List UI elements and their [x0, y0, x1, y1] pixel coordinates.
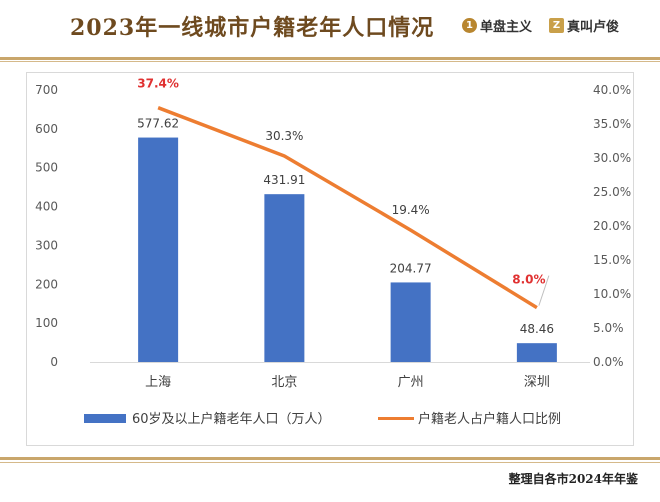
bar-data-label: 577.62	[137, 117, 179, 131]
category-labels: 上海 北京 广州 深圳	[145, 375, 550, 390]
brand-danpan: 1 单盘主义	[462, 16, 532, 35]
bar	[390, 282, 431, 362]
bar-data-label: 431.91	[263, 173, 305, 187]
legend-bar-swatch	[84, 414, 126, 423]
left-tick-label: 100	[35, 316, 58, 330]
danpan-logo-icon: 1	[462, 18, 477, 33]
bar-labels: 577.62 431.91 204.77 48.46	[137, 117, 554, 337]
footer-rule-thin	[0, 462, 660, 463]
brand-name: 真叫卢俊	[567, 20, 620, 35]
source-note: 整理自各市2024年年鉴	[508, 472, 638, 486]
label-leader-line	[538, 275, 550, 306]
ratio-line: 37.4% 30.3% 19.4% 8.0%	[137, 77, 550, 310]
bar	[516, 343, 557, 362]
title-bar: 2023年一线城市户籍老年人口情况 1 单盘主义 Z 真叫卢俊	[0, 0, 660, 58]
category-label: 深圳	[524, 375, 550, 390]
right-tick-label: 10.0%	[593, 287, 631, 301]
right-tick-label: 20.0%	[593, 219, 631, 233]
legend-line-label: 户籍老人占户籍人口比例	[418, 411, 561, 427]
category-label: 上海	[145, 375, 171, 390]
right-tick-label: 30.0%	[593, 151, 631, 165]
left-tick-label: 300	[35, 238, 58, 252]
right-tick-label: 40.0%	[593, 83, 631, 97]
category-label: 广州	[398, 375, 424, 390]
brand-zhenjiao: Z 真叫卢俊	[549, 16, 619, 35]
left-tick-label: 200	[35, 277, 58, 291]
bar-data-label: 48.46	[520, 322, 554, 336]
ratio-line-path	[157, 106, 538, 310]
right-tick-label: 35.0%	[593, 117, 631, 131]
left-tick-label: 0	[50, 355, 58, 369]
left-axis-ticks: 0 100 200 300 400 500 600 700	[35, 83, 58, 369]
right-tick-label: 5.0%	[593, 321, 624, 335]
right-tick-label: 0.0%	[593, 355, 624, 369]
legend-bar-label: 60岁及以上户籍老年人口（万人）	[132, 411, 331, 427]
footer-rule	[0, 457, 660, 460]
right-tick-label: 25.0%	[593, 185, 631, 199]
page-title: 2023年一线城市户籍老年人口情况	[70, 15, 435, 41]
chart-frame	[26, 72, 634, 446]
category-label: 北京	[271, 375, 297, 390]
left-tick-label: 500	[35, 161, 58, 175]
right-tick-label: 15.0%	[593, 253, 631, 267]
right-axis-ticks: 0.0% 5.0% 10.0% 15.0% 20.0% 25.0% 30.0% 35.0% 40…	[593, 83, 631, 369]
bar-data-label: 204.77	[390, 261, 432, 275]
bar	[138, 137, 179, 362]
left-tick-label: 400	[35, 200, 58, 214]
line-data-label: 8.0%	[512, 273, 545, 287]
left-tick-label: 600	[35, 122, 58, 136]
bar	[264, 194, 305, 362]
legend: 60岁及以上户籍老年人口（万人） 户籍老人占户籍人口比例	[84, 411, 561, 427]
line-data-label: 19.4%	[392, 203, 430, 217]
line-data-label: 37.4%	[137, 77, 179, 91]
bars	[138, 137, 557, 362]
zhenjiao-logo-icon: Z	[549, 18, 564, 33]
header-rule-thin	[0, 61, 660, 62]
brand-name: 单盘主义	[480, 20, 533, 35]
line-data-label: 30.3%	[265, 129, 303, 143]
header-rule	[0, 57, 660, 60]
left-tick-label: 700	[35, 83, 58, 97]
